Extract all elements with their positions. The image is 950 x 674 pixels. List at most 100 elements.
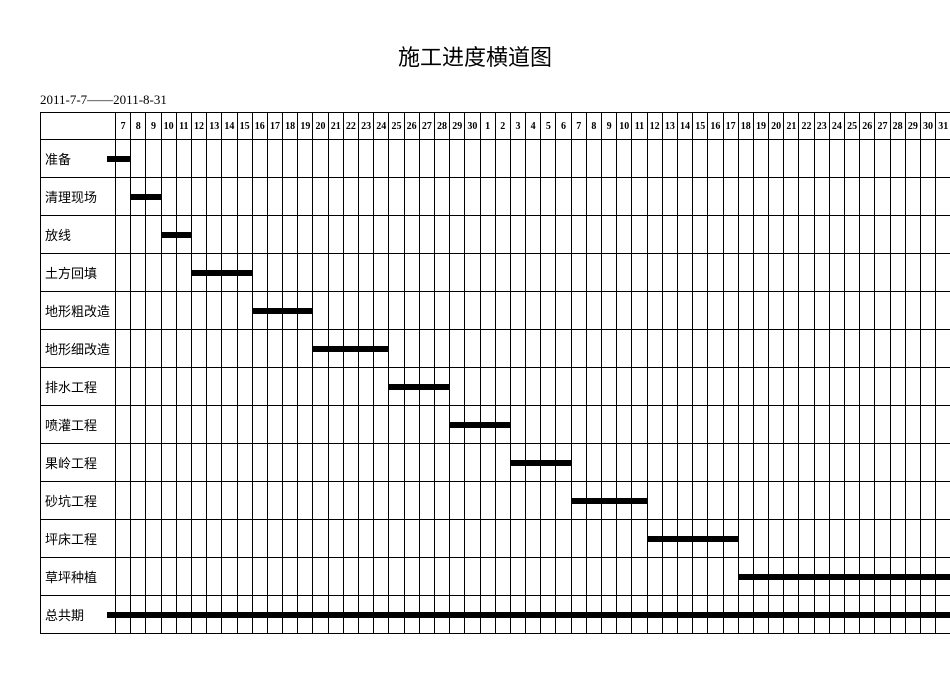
task-cell [161, 520, 176, 558]
gantt-bar [601, 498, 617, 504]
gantt-bar [115, 612, 131, 618]
task-cell [267, 178, 282, 216]
task-cell [586, 368, 601, 406]
header-day-cell: 24 [374, 113, 389, 140]
task-cell [146, 178, 161, 216]
task-cell [708, 368, 723, 406]
task-cell [602, 558, 617, 596]
header-day-cell: 28 [434, 113, 449, 140]
task-cell [116, 444, 131, 482]
task-cell [252, 444, 267, 482]
task-cell [875, 216, 890, 254]
task-cell [677, 140, 692, 178]
task-cell [708, 596, 723, 634]
gantt-bar [237, 270, 253, 276]
task-cell [784, 330, 799, 368]
task-cell [222, 368, 237, 406]
task-cell [191, 292, 206, 330]
task-cell [936, 406, 950, 444]
gantt-bar [601, 612, 617, 618]
task-cell [845, 520, 860, 558]
task-cell [799, 520, 814, 558]
task-cell [313, 330, 328, 368]
gantt-bar [586, 612, 602, 618]
task-cell [298, 292, 313, 330]
task-cell [769, 406, 784, 444]
task-cell [875, 482, 890, 520]
task-cell [313, 178, 328, 216]
gantt-bar [920, 574, 936, 580]
task-cell [389, 292, 404, 330]
task-cell [389, 178, 404, 216]
task-cell [389, 444, 404, 482]
task-cell [116, 292, 131, 330]
task-cell [769, 140, 784, 178]
gantt-bar [130, 612, 146, 618]
header-day-cell: 6 [556, 113, 571, 140]
task-cell [131, 216, 146, 254]
task-cell [814, 368, 829, 406]
task-cell [920, 444, 935, 482]
task-cell [283, 368, 298, 406]
task-cell [359, 330, 374, 368]
task-cell [176, 406, 191, 444]
gantt-bar [312, 346, 328, 352]
task-cell [252, 254, 267, 292]
gantt-bar [783, 612, 799, 618]
task-cell [328, 216, 343, 254]
gantt-bar [571, 498, 587, 504]
task-cell [237, 178, 252, 216]
gantt-bar [252, 308, 268, 314]
task-cell [905, 520, 920, 558]
task-cell [161, 216, 176, 254]
task-cell [252, 596, 267, 634]
task-cell [267, 330, 282, 368]
task-cell [693, 558, 708, 596]
task-cell [845, 558, 860, 596]
task-cell [708, 406, 723, 444]
task-label: 地形粗改造 [41, 292, 116, 330]
task-cell [359, 520, 374, 558]
task-cell [161, 444, 176, 482]
task-cell [283, 558, 298, 596]
task-cell [693, 140, 708, 178]
task-cell [875, 520, 890, 558]
task-cell [541, 140, 556, 178]
task-cell [617, 482, 632, 520]
task-cell [738, 254, 753, 292]
task-cell [829, 140, 844, 178]
task-row: 土方回填 [41, 254, 950, 292]
task-cell [161, 254, 176, 292]
task-cell [784, 444, 799, 482]
task-cell [860, 482, 875, 520]
task-cell [161, 292, 176, 330]
task-cell [146, 292, 161, 330]
task-cell [753, 520, 768, 558]
task-cell [252, 216, 267, 254]
task-cell [632, 254, 647, 292]
task-cell [237, 482, 252, 520]
task-cell [510, 178, 525, 216]
task-cell [374, 406, 389, 444]
task-cell [404, 558, 419, 596]
task-cell [404, 482, 419, 520]
task-cell [374, 178, 389, 216]
task-cell [905, 254, 920, 292]
task-cell [495, 292, 510, 330]
task-cell [541, 368, 556, 406]
task-cell [161, 140, 176, 178]
task-cell [571, 330, 586, 368]
task-cell [480, 558, 495, 596]
task-row: 放线 [41, 216, 950, 254]
task-cell [829, 444, 844, 482]
header-day-cell: 29 [905, 113, 920, 140]
task-cell [510, 520, 525, 558]
task-cell [237, 368, 252, 406]
task-cell [753, 254, 768, 292]
task-cell [480, 140, 495, 178]
task-cell [784, 406, 799, 444]
header-day-cell: 19 [298, 113, 313, 140]
task-cell [222, 558, 237, 596]
task-cell [526, 140, 541, 178]
task-cell [769, 444, 784, 482]
